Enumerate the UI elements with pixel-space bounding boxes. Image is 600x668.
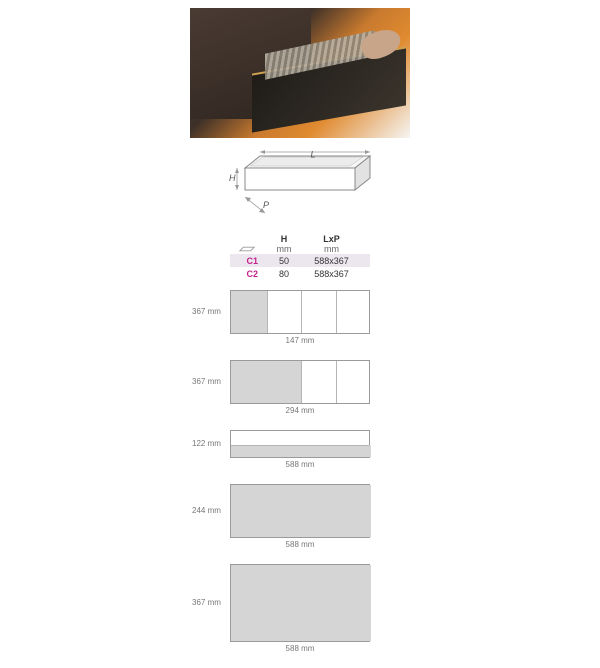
drawer-dimension-diagram: L H P — [215, 150, 385, 228]
layout-block: 244 mm 588 mm — [190, 484, 410, 552]
unit-LxP: mm — [304, 244, 359, 254]
col-header-LxP: LxP — [304, 234, 359, 244]
layout-box — [230, 360, 370, 404]
layout-width-label: 588 mm — [230, 460, 370, 469]
layout-diagrams: 367 mm147 mm367 mm294 mm122 mm588 mm244 … — [190, 290, 410, 656]
product-photo — [190, 8, 410, 138]
dim-label-H: H — [229, 173, 236, 183]
layout-height-label: 122 mm — [192, 439, 221, 448]
unit-H: mm — [264, 244, 304, 254]
layout-box — [230, 290, 370, 334]
layout-height-label: 367 mm — [192, 598, 221, 607]
layout-block: 367 mm 588 mm — [190, 564, 410, 656]
layout-box — [230, 430, 370, 458]
spec-table: H LxP mm mm C150588x367C280588x367 — [230, 234, 370, 280]
tray-icon — [230, 244, 264, 254]
spec-lxp: 588x367 — [304, 269, 359, 279]
layout-width-label: 588 mm — [230, 540, 370, 549]
layout-height-label: 367 mm — [192, 377, 221, 386]
spec-row: C280588x367 — [230, 267, 370, 280]
layout-block: 367 mm 294 mm — [190, 360, 410, 418]
spec-h: 80 — [264, 269, 304, 279]
spec-lxp: 588x367 — [304, 256, 359, 266]
layout-block: 367 mm 147 mm — [190, 290, 410, 348]
spec-row: C150588x367 — [230, 254, 370, 267]
layout-width-label: 147 mm — [230, 336, 370, 345]
layout-height-label: 367 mm — [192, 307, 221, 316]
product-figure: L H P H LxP mm mm C150588x367C280588x36 — [160, 8, 440, 668]
layout-width-label: 294 mm — [230, 406, 370, 415]
layout-width-label: 588 mm — [230, 644, 370, 653]
spec-code: C1 — [230, 256, 264, 266]
layout-height-label: 244 mm — [192, 506, 221, 515]
dim-label-P: P — [263, 200, 269, 210]
layout-block: 122 mm 588 mm — [190, 430, 410, 472]
spec-code: C2 — [230, 269, 264, 279]
col-header-H: H — [264, 234, 304, 244]
spec-h: 50 — [264, 256, 304, 266]
dim-label-L: L — [310, 150, 315, 159]
layout-box — [230, 564, 370, 642]
layout-box — [230, 484, 370, 538]
